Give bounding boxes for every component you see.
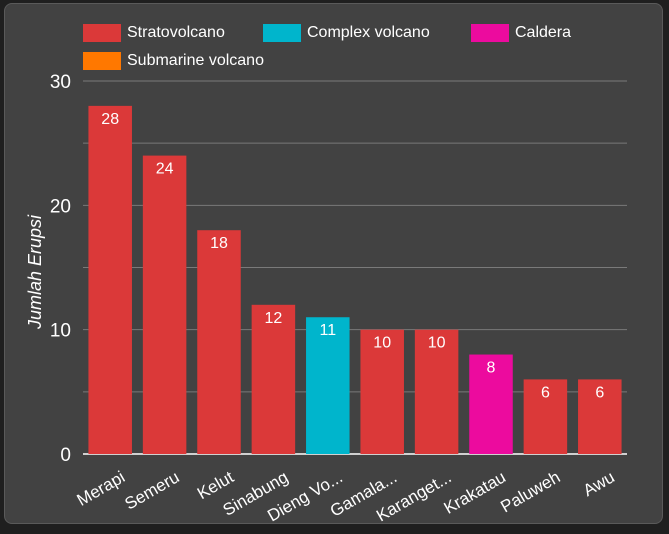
legend-item-submarine-volcano[interactable]: Submarine volcano bbox=[83, 52, 264, 70]
y-axis-title: Jumlah Erupsi bbox=[25, 214, 45, 330]
y-tick-label: 30 bbox=[50, 72, 71, 93]
chart-card: Stratovolcano Complex volcano Caldera Su… bbox=[4, 3, 663, 525]
bar-value-label: 18 bbox=[210, 235, 228, 252]
bar-sinabung[interactable] bbox=[251, 304, 296, 454]
bar-krakatau[interactable] bbox=[469, 354, 513, 454]
bars bbox=[88, 105, 622, 454]
bar-value-label: 28 bbox=[101, 111, 119, 128]
bar-dieng-vo[interactable] bbox=[306, 317, 350, 454]
x-tick-label: Merapi bbox=[74, 467, 129, 509]
legend-item-stratovolcano[interactable]: Stratovolcano bbox=[83, 24, 225, 42]
bar-semeru[interactable] bbox=[142, 155, 187, 454]
bar-gamala[interactable] bbox=[360, 329, 404, 454]
y-tick-label: 0 bbox=[60, 445, 71, 466]
bar-value-label: 6 bbox=[595, 384, 604, 401]
bar-awu[interactable] bbox=[578, 379, 622, 454]
legend-item-complex-volcano[interactable]: Complex volcano bbox=[263, 24, 430, 42]
bar-value-label: 10 bbox=[428, 335, 446, 352]
y-tick-label: 20 bbox=[50, 196, 71, 217]
bar-value-label: 24 bbox=[156, 161, 174, 178]
legend-label-caldera: Caldera bbox=[515, 24, 572, 41]
legend-swatch-complex-volcano bbox=[263, 24, 301, 42]
bar-value-labels: 28 24 18 12 11 10 10 8 6 6 bbox=[101, 111, 604, 402]
x-tick-label: Semeru bbox=[122, 467, 183, 513]
bar-paluweh[interactable] bbox=[523, 379, 568, 454]
bar-kelut[interactable] bbox=[197, 230, 241, 454]
legend-label-submarine-volcano: Submarine volcano bbox=[127, 52, 264, 69]
legend-label-complex-volcano: Complex volcano bbox=[307, 24, 430, 41]
bar-value-label: 6 bbox=[541, 384, 550, 401]
x-tick-label: Krakatau bbox=[441, 467, 509, 517]
bar-value-label: 8 bbox=[487, 360, 496, 377]
bar-value-label: 11 bbox=[319, 322, 336, 339]
legend-swatch-stratovolcano bbox=[83, 24, 121, 42]
bar-merapi[interactable] bbox=[88, 105, 132, 454]
bar-value-label: 10 bbox=[373, 335, 391, 352]
x-tick-label: Paluweh bbox=[497, 467, 563, 516]
bar-karanget[interactable] bbox=[414, 329, 459, 454]
legend-swatch-submarine-volcano bbox=[83, 52, 121, 70]
y-tick-labels: 0 10 20 30 bbox=[50, 72, 71, 466]
x-tick-label: Awu bbox=[580, 467, 618, 500]
legend-item-caldera[interactable]: Caldera bbox=[471, 24, 571, 42]
y-tick-label: 10 bbox=[50, 321, 71, 342]
legend-swatch-caldera bbox=[471, 24, 509, 42]
bar-value-label: 12 bbox=[265, 310, 283, 327]
legend-label-stratovolcano: Stratovolcano bbox=[127, 24, 225, 41]
